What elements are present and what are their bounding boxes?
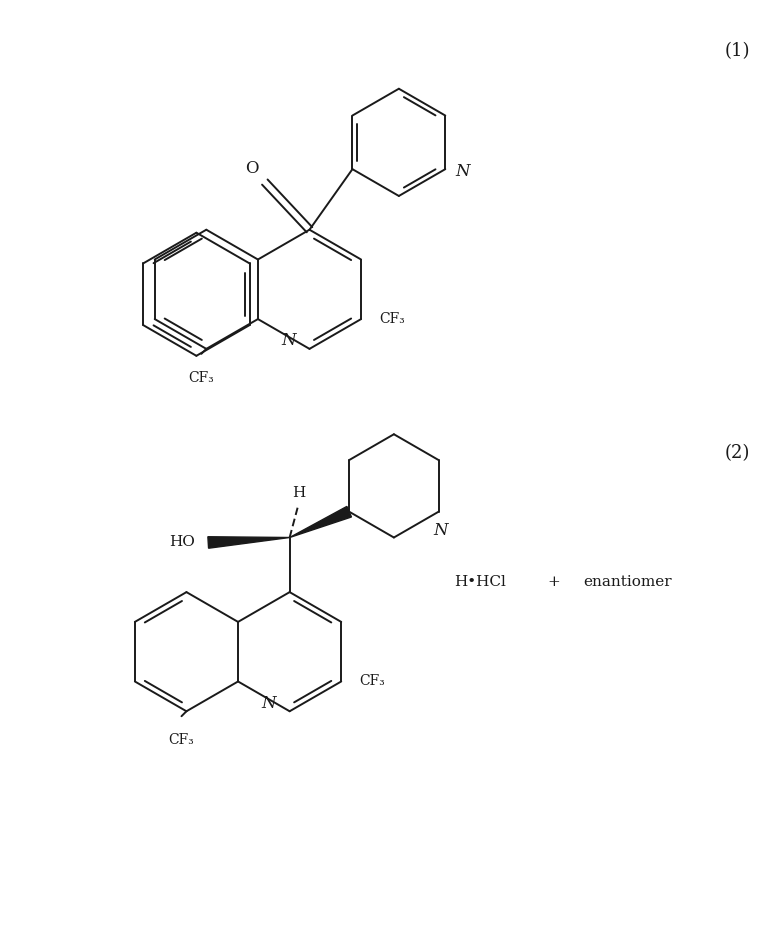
Text: HO: HO: [170, 536, 196, 550]
Text: H•HCl: H•HCl: [454, 575, 506, 589]
Text: +: +: [548, 575, 560, 589]
Text: CF₃: CF₃: [168, 734, 195, 747]
Text: CF₃: CF₃: [189, 371, 214, 385]
Text: (2): (2): [724, 444, 750, 462]
Text: CF₃: CF₃: [359, 674, 385, 688]
Text: N: N: [455, 162, 470, 180]
Text: CF₃: CF₃: [379, 312, 405, 326]
Polygon shape: [290, 507, 351, 537]
Text: enantiomer: enantiomer: [583, 575, 672, 589]
Text: N: N: [433, 522, 448, 538]
Text: O: O: [245, 160, 259, 177]
Text: (1): (1): [724, 42, 750, 60]
Text: N: N: [262, 695, 276, 712]
Text: N: N: [281, 332, 296, 350]
Text: H: H: [293, 486, 306, 500]
Polygon shape: [208, 537, 290, 548]
